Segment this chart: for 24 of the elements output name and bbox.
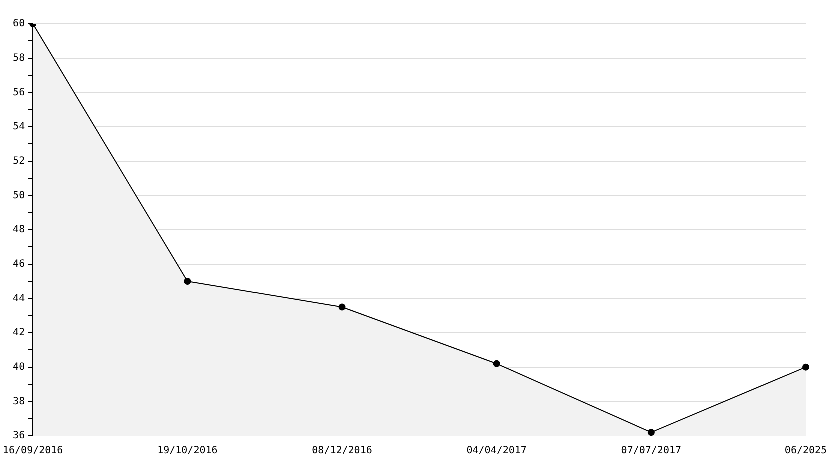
point — [493, 360, 500, 368]
y-tick-label: 46 — [13, 258, 26, 270]
y-tick-label: 58 — [13, 52, 26, 64]
y-tick-label: 40 — [13, 362, 26, 373]
x-tick-label: 19/10/2016 — [158, 446, 218, 457]
x-tick-label: 06/2025 — [784, 446, 828, 457]
x-tick-label: 07/07/2017 — [621, 446, 682, 457]
y-tick-label: 54 — [13, 122, 26, 133]
x-tick-label: 08/12/2016 — [312, 446, 372, 457]
point — [184, 278, 192, 285]
y-tick-label: 52 — [13, 156, 26, 167]
y-tick-label: 38 — [13, 396, 26, 408]
x-tick-label: 04/04/2017 — [466, 446, 527, 457]
y-tick-label: 50 — [13, 190, 26, 202]
point — [802, 364, 810, 371]
y-tick-label: 56 — [13, 87, 26, 98]
y-tick-label: 60 — [13, 18, 26, 30]
y-tick-label: 42 — [13, 328, 26, 339]
point — [338, 304, 346, 311]
y-tick-label: 44 — [13, 293, 26, 304]
x-tick-label: 16/09/2016 — [2, 446, 64, 457]
y-tick-label: 36 — [13, 430, 26, 442]
point — [648, 429, 655, 436]
y-tick-label: 48 — [13, 224, 26, 236]
